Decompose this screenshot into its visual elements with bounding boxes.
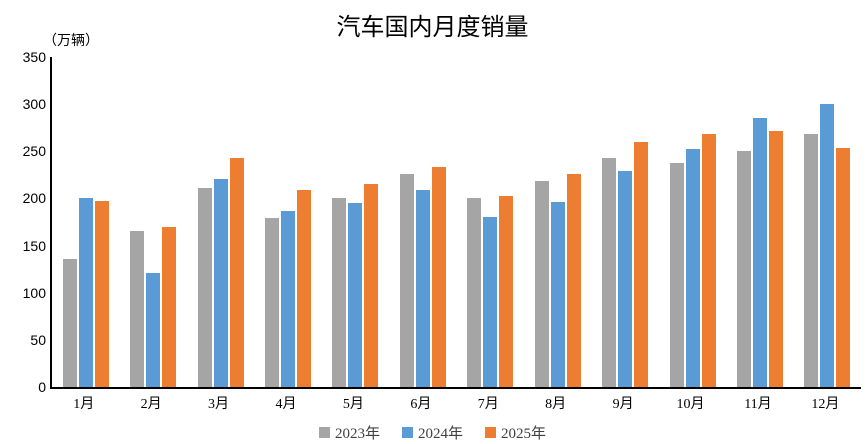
- bar-2024年-7月: [483, 217, 498, 387]
- x-tick-label-9月: 9月: [612, 397, 634, 412]
- legend-label: 2023年: [334, 426, 380, 442]
- bar-2025年-7月: [499, 195, 514, 387]
- bar-group-9月: [591, 57, 658, 387]
- x-tick-label-10月: 10月: [676, 397, 705, 412]
- legend: 2023年 2024年 2025年: [0, 422, 865, 443]
- bar-2023年-1月: [62, 258, 77, 387]
- bar-2023年-11月: [736, 151, 751, 387]
- bar-2025年-1月: [94, 201, 109, 387]
- x-tick-label-4月: 4月: [275, 397, 297, 412]
- bar-2023年-10月: [669, 162, 684, 387]
- bar-2025年-9月: [634, 141, 649, 387]
- legend-label: 2024年: [417, 426, 463, 442]
- bar-2023年-6月: [399, 173, 414, 387]
- bar-2023年-2月: [130, 230, 145, 387]
- bar-group-12月: [794, 57, 861, 387]
- x-tick-label-12月: 12月: [811, 397, 840, 412]
- x-tick-label-1月: 1月: [73, 397, 95, 412]
- x-tick-label-5月: 5月: [342, 397, 364, 412]
- x-tick-label-2月: 2月: [140, 397, 162, 412]
- bar-2025年-10月: [701, 134, 716, 387]
- legend-item-2025年: 2025年: [485, 422, 546, 443]
- legend-label: 2025年: [501, 426, 547, 442]
- bar-2023年-4月: [264, 218, 279, 387]
- bar-2023年-3月: [197, 188, 212, 387]
- bar-2024年-4月: [280, 210, 295, 387]
- legend-item-2024年: 2024年: [401, 422, 463, 443]
- bar-2024年-10月: [685, 148, 700, 387]
- bar-group-10月: [659, 57, 726, 387]
- y-tick-label-50: 50: [30, 331, 46, 348]
- y-tick-label-250: 250: [22, 143, 46, 160]
- bar-group-2月: [119, 57, 186, 387]
- bar-2025年-8月: [566, 173, 581, 387]
- bar-2025年-3月: [229, 157, 244, 387]
- bar-2024年-1月: [78, 197, 93, 387]
- x-tick-label-11月: 11月: [744, 397, 772, 412]
- bar-group-5月: [322, 57, 389, 387]
- x-tick-label-6月: 6月: [410, 397, 432, 412]
- y-tick-label-300: 300: [22, 96, 46, 113]
- legend-swatch-icon: [318, 427, 330, 438]
- bar-2025年-6月: [431, 167, 446, 387]
- legend-swatch-icon: [485, 427, 496, 438]
- x-tick-label-7月: 7月: [477, 397, 499, 412]
- y-axis-unit-label: （万辆）: [43, 34, 99, 49]
- bar-group-8月: [524, 57, 591, 387]
- bar-2024年-11月: [752, 118, 767, 387]
- bar-series-area: [52, 57, 861, 387]
- bar-2024年-8月: [550, 202, 565, 387]
- bar-group-3月: [187, 57, 254, 387]
- bar-2024年-2月: [146, 272, 161, 387]
- x-axis-labels: 1月 2月 3月 4月 5月 6月 7月 8月 9月 10月 11月 12月: [50, 393, 859, 413]
- bar-2024年-5月: [348, 203, 363, 387]
- y-tick-label-0: 0: [38, 379, 46, 395]
- x-tick-label-3月: 3月: [208, 397, 230, 412]
- plot-area: [50, 57, 861, 389]
- bar-2023年-5月: [332, 198, 347, 387]
- bar-2023年-12月: [804, 134, 819, 387]
- bar-group-4月: [254, 57, 321, 387]
- legend-swatch-icon: [401, 427, 413, 438]
- bar-2025年-11月: [768, 130, 783, 387]
- bar-group-7月: [457, 57, 524, 387]
- y-tick-label-350: 350: [22, 49, 46, 65]
- bar-group-11月: [726, 57, 793, 387]
- bar-2024年-3月: [213, 178, 228, 387]
- bar-2024年-9月: [618, 171, 633, 387]
- x-tick-label-8月: 8月: [545, 397, 567, 412]
- bar-2023年-8月: [534, 180, 549, 387]
- bar-group-1月: [52, 57, 119, 387]
- bar-2025年-5月: [364, 184, 379, 387]
- y-tick-label-100: 100: [22, 284, 46, 301]
- y-tick-label-200: 200: [22, 190, 46, 207]
- chart-title: 汽车国内月度销量: [336, 15, 529, 41]
- legend-item-2023年: 2023年: [318, 422, 380, 443]
- bar-2025年-4月: [296, 189, 311, 387]
- bar-2025年-2月: [162, 226, 177, 387]
- bar-group-6月: [389, 57, 456, 387]
- bar-2023年-9月: [602, 157, 617, 387]
- bar-2025年-12月: [836, 147, 851, 387]
- bar-2023年-7月: [467, 197, 482, 387]
- bar-2024年-6月: [415, 189, 430, 387]
- bar-2024年-12月: [820, 104, 835, 387]
- y-tick-label-150: 150: [22, 237, 46, 254]
